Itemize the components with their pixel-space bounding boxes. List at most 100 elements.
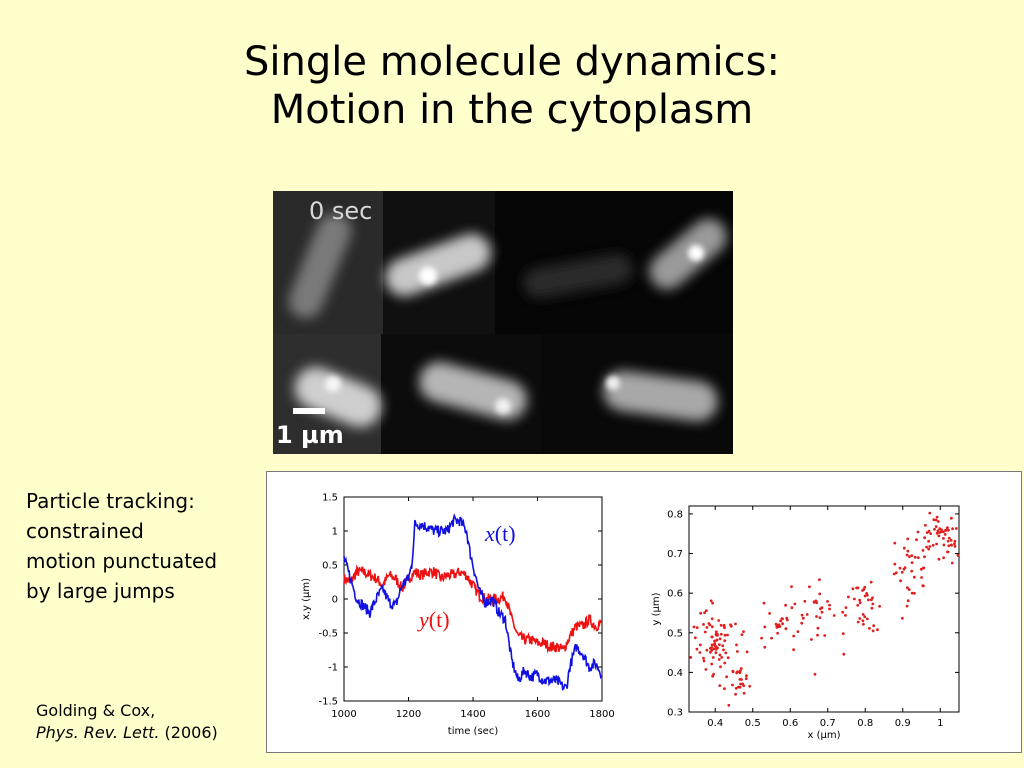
scatter-point: [942, 543, 946, 547]
scatter-point: [892, 572, 896, 576]
scatter-point: [725, 675, 728, 679]
scatter-point: [723, 633, 727, 637]
scatter-point: [710, 625, 714, 629]
scatter-point: [796, 630, 800, 633]
time-label: 0 sec: [309, 197, 372, 225]
scatter-point: [869, 580, 873, 584]
scatter-point: [790, 606, 794, 610]
scatter-point: [819, 607, 822, 611]
scatter-chart-xlabel: x (µm): [807, 730, 840, 741]
scatter-point: [893, 562, 897, 566]
scatter-point: [934, 525, 938, 528]
scatter-point: [913, 555, 917, 559]
scatter-point: [871, 602, 875, 606]
scatter-point: [735, 671, 739, 675]
line-chart-xtick-label: 1200: [396, 709, 421, 720]
scatter-point: [710, 635, 714, 639]
scatter-point: [916, 530, 920, 534]
scatter-point: [816, 633, 819, 637]
scatter-point: [780, 617, 784, 620]
scatter-point: [790, 585, 793, 588]
scatter-point: [734, 622, 737, 626]
scatter-point: [910, 561, 914, 564]
line-chart-ytick-label: -1: [328, 663, 338, 674]
scatter-point: [950, 561, 954, 565]
scatter-point: [927, 539, 930, 543]
scatter-point: [925, 545, 928, 549]
scatter-point: [949, 538, 953, 542]
scatter-point: [820, 610, 824, 614]
scatter-chart-xtick-label: 0.6: [782, 718, 798, 729]
scatter-point: [863, 594, 867, 598]
scatter-point: [942, 530, 945, 534]
scatter-point: [893, 541, 897, 545]
scatter-point: [718, 643, 721, 646]
scatter-point: [921, 566, 925, 570]
scatter-point: [718, 684, 722, 687]
scatter-point: [940, 530, 943, 534]
scatter-point: [858, 598, 862, 602]
scatter-point: [763, 645, 767, 649]
scatter-point: [935, 515, 939, 519]
scatter-point: [770, 636, 773, 640]
scatter-point: [936, 520, 940, 523]
scatter-point: [946, 550, 950, 554]
scatter-point: [702, 656, 705, 660]
scatter-point: [826, 600, 829, 603]
scatter-point: [923, 536, 926, 540]
scatter-point: [734, 686, 738, 690]
scatter-point: [714, 651, 718, 655]
scatter-point: [942, 556, 945, 560]
scatter-point: [734, 692, 737, 696]
line-chart-ytick-label: 0: [332, 595, 338, 606]
scatter-chart: 0.4 0.5 0.6 0.7 0.8 0.9 1 0.3 0.4 0.5 0.6 0.7 0.8 x …: [651, 505, 960, 741]
cells: [288, 213, 727, 427]
scatter-point: [934, 518, 938, 522]
scatter-point: [739, 667, 743, 670]
scatter-point: [871, 629, 875, 633]
scatter-point: [844, 614, 847, 617]
scatter-point: [736, 685, 740, 689]
scatter-point: [813, 672, 817, 676]
scatter-point: [900, 570, 904, 574]
scatter-point: [947, 544, 951, 548]
scatter-point: [916, 556, 920, 559]
scatter-chart-ytick-label: 0.5: [667, 628, 683, 639]
scatter-point: [729, 623, 732, 627]
scatter-chart-xtick-label: 0.4: [707, 718, 723, 729]
scatter-point: [858, 601, 862, 605]
scatter-point: [856, 620, 860, 624]
scatter-point: [929, 532, 932, 535]
scatter-point: [760, 636, 763, 640]
scatter-point: [710, 617, 714, 621]
scatter-point: [878, 604, 881, 608]
scatter-point: [823, 634, 827, 637]
scatter-point: [748, 684, 752, 688]
scatter-point: [779, 619, 782, 623]
scatter-point: [805, 613, 809, 616]
scatter-point: [722, 623, 726, 627]
scatter-point: [717, 619, 721, 622]
scatter-point: [800, 621, 804, 625]
scatter-point: [731, 683, 734, 687]
scatter-point: [803, 599, 807, 603]
scatter-point: [906, 586, 909, 590]
scatter-chart-xtick-label: 1: [937, 718, 943, 729]
scatter-point: [705, 648, 709, 652]
scatter-point: [863, 585, 867, 589]
scatter-point: [719, 665, 722, 669]
line-chart-xtick-label: 1400: [460, 709, 485, 720]
scatter-point: [710, 662, 714, 666]
scatter-point: [898, 566, 902, 570]
scatter-point: [719, 632, 723, 636]
x-trace-line: [343, 513, 603, 691]
scatter-point: [907, 588, 911, 591]
scatter-point: [940, 528, 943, 532]
scatter-point: [861, 619, 865, 623]
scatter-point: [855, 586, 858, 590]
scatter-point: [933, 527, 936, 531]
scatter-point: [910, 569, 914, 573]
scatter-point: [812, 601, 816, 604]
scatter-point: [865, 617, 869, 621]
